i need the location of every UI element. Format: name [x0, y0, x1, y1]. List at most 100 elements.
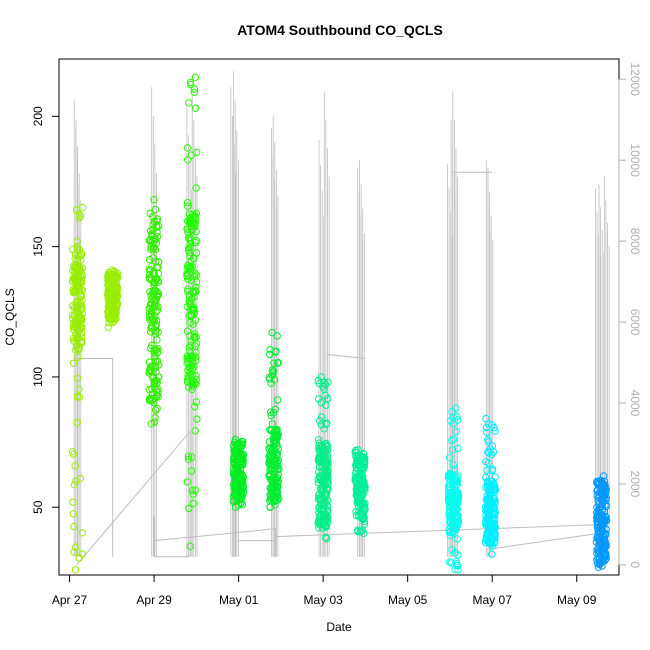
data-point [147, 328, 155, 336]
data-point [448, 436, 456, 445]
data-point [238, 454, 246, 462]
data-point [152, 257, 160, 266]
data-point [234, 486, 243, 494]
data-point [489, 527, 497, 535]
data-point [183, 144, 192, 152]
data-point [316, 454, 325, 462]
data-point [148, 295, 156, 303]
data-point [234, 501, 243, 509]
secondary-spike [595, 188, 601, 557]
data-point [70, 522, 78, 531]
data-point [107, 298, 116, 306]
scatter-cluster [68, 203, 87, 574]
data-point [594, 526, 602, 535]
data-point [488, 477, 496, 485]
data-point [484, 459, 493, 467]
data-point [323, 446, 331, 454]
data-point [77, 313, 85, 321]
data-point [275, 465, 283, 474]
data-point [69, 510, 78, 518]
data-point [148, 262, 156, 270]
data-point [107, 273, 116, 281]
scatter-cluster [314, 373, 332, 543]
data-point [272, 439, 281, 448]
data-point [314, 436, 323, 444]
data-point [153, 336, 161, 344]
data-point [75, 393, 84, 401]
data-point [145, 274, 154, 282]
data-point [448, 407, 456, 416]
data-point [482, 423, 491, 432]
data-point [104, 310, 113, 318]
data-point [444, 483, 453, 491]
data-point [448, 479, 457, 487]
data-point [151, 295, 159, 303]
data-point [72, 298, 80, 307]
secondary-connector [76, 358, 114, 557]
x-tick-label: Apr 29 [136, 593, 172, 607]
y2-tick-label: 2000 [628, 471, 642, 498]
data-point [446, 531, 454, 540]
data-point [360, 520, 369, 528]
y-axis-right: 0 2000 4000 6000 8000 10000 12000 [618, 63, 642, 569]
data-point [190, 293, 198, 301]
data-point [273, 425, 281, 434]
scatter-cluster [229, 435, 248, 511]
data-point [191, 73, 200, 81]
data-point [266, 408, 275, 416]
data-point [73, 272, 81, 281]
data-point [192, 249, 201, 257]
data-point [70, 318, 78, 327]
data-point [483, 477, 491, 486]
scatter-cluster [592, 472, 611, 571]
data-point [489, 524, 497, 532]
data-point [321, 533, 330, 541]
data-point [73, 257, 82, 265]
data-point [154, 373, 163, 381]
data-point [73, 245, 81, 254]
scatter-cluster [351, 446, 369, 537]
data-point [149, 269, 158, 277]
data-point [233, 477, 242, 485]
data-point [593, 546, 601, 554]
data-point [183, 354, 191, 362]
data-point [446, 558, 454, 566]
data-point [491, 427, 499, 435]
x-tick-label: May 09 [557, 593, 597, 607]
data-point [190, 330, 199, 338]
data-point [150, 346, 159, 354]
data-point [73, 374, 82, 382]
data-point [315, 458, 324, 466]
data-point [75, 554, 83, 562]
data-point [486, 537, 494, 546]
data-point [320, 520, 328, 529]
data-point [445, 490, 454, 498]
data-point [183, 225, 191, 233]
y2-tick-label: 6000 [628, 309, 642, 336]
y2-tick-label: 0 [628, 562, 642, 569]
data-point [190, 85, 199, 93]
secondary-spike [191, 91, 198, 557]
data-point [360, 517, 368, 526]
data-point [453, 518, 462, 526]
data-point [186, 542, 195, 550]
data-point [271, 476, 279, 485]
data-point [271, 459, 279, 467]
data-point [153, 223, 161, 231]
data-point [150, 287, 159, 295]
data-point [192, 348, 200, 357]
plot-frame [58, 58, 620, 576]
y2-tick-label: 4000 [628, 390, 642, 417]
data-point [266, 484, 274, 492]
data-point [78, 323, 86, 331]
data-point [271, 501, 279, 509]
data-point [72, 346, 80, 354]
data-point [483, 532, 491, 540]
data-point [237, 493, 246, 501]
data-point [70, 326, 78, 334]
scatter-cluster [265, 328, 283, 511]
secondary-connector [492, 532, 605, 550]
data-point [490, 504, 498, 512]
data-point [71, 288, 79, 297]
data-point [184, 287, 192, 296]
